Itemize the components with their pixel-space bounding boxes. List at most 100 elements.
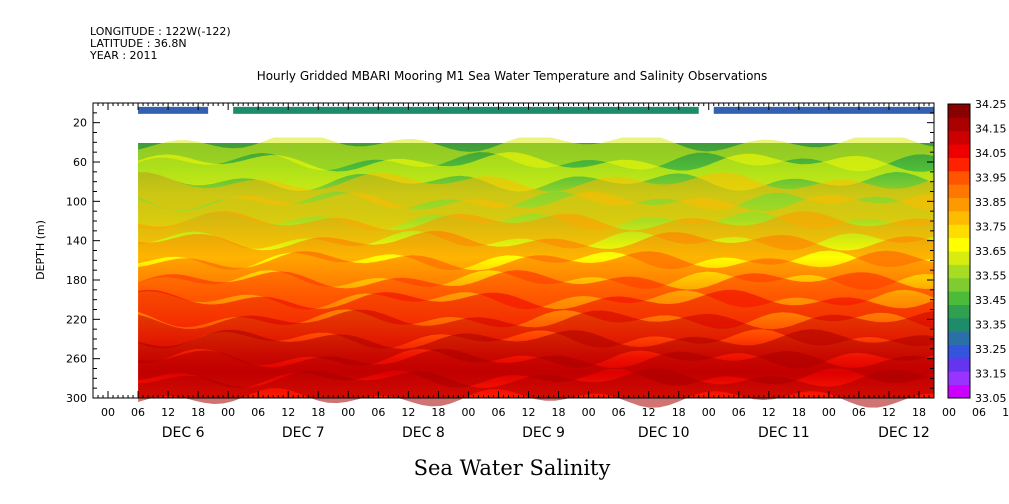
y-tick-label: 60 [73, 156, 87, 169]
x-tick-label: 18 [912, 406, 926, 419]
y-tick-label: 100 [66, 195, 87, 208]
x-tick-label: 00 [101, 406, 115, 419]
chart-title: Hourly Gridded MBARI Mooring M1 Sea Wate… [257, 69, 768, 83]
y-axis-label: DEPTH (m) [34, 220, 47, 280]
x-day-label: DEC 7 [282, 425, 325, 441]
x-tick-label: 06 [732, 406, 746, 419]
y-tick-label: 300 [66, 392, 87, 405]
x-day-label: DEC 8 [402, 425, 445, 441]
salinity-contour-band [138, 132, 935, 172]
x-tick-label: 00 [461, 406, 475, 419]
no-data-left [93, 103, 139, 398]
x-tick-label: 00 [942, 406, 956, 419]
colorbar-swatch [948, 117, 970, 132]
colorbar-label: 34.15 [975, 123, 1007, 136]
y-tick-label: 260 [66, 353, 87, 366]
x-axis: 00 06 12 18 00 06 12 18 00 06 12 18 00 06 12 18 00 06 12 18… [92, 103, 1009, 441]
colorbar-swatch [948, 251, 970, 265]
surface-band-segment [713, 106, 934, 114]
x-tick-label: 06 [131, 406, 145, 419]
x-tick-label: 12 [882, 406, 896, 419]
x-day-label: DEC 11 [758, 425, 810, 441]
colorbar-swatch [948, 317, 970, 332]
y-axis: 20 60 100 140 180 220 260 300 [66, 102, 934, 405]
x-day-label: DEC 9 [522, 425, 565, 441]
colorbar-label: 34.25 [975, 98, 1007, 111]
y-tick-label: 140 [66, 235, 87, 248]
y-tick-label: 220 [66, 313, 87, 326]
colorbar-label: 33.35 [975, 319, 1007, 332]
salinity-contour-band [138, 172, 935, 212]
colorbar-swatch [948, 304, 970, 319]
x-tick-label: 06 [371, 406, 385, 419]
x-tick-label: 12 [522, 406, 536, 419]
x-tick-label: 12 [401, 406, 415, 419]
colorbar-label: 33.65 [975, 245, 1007, 258]
x-tick-label: 12 [642, 406, 656, 419]
x-tick-label: 18 [552, 406, 566, 419]
salinity-contour-band [138, 250, 935, 290]
x-tick-label: 18 [431, 406, 445, 419]
colorbar-swatch [948, 210, 970, 225]
x-tick-label: 06 [612, 406, 626, 419]
x-tick-label: 18 [792, 406, 806, 419]
x-tick-label: 18 [672, 406, 686, 419]
x-tick-label: 12 [1002, 406, 1009, 419]
latitude-label: LATITUDE : 36.8N [90, 37, 187, 50]
variable-label: Sea Water Salinity [414, 456, 611, 480]
longitude-label: LONGITUDE : 122W(-122) [90, 25, 231, 38]
colorbar-label: 34.05 [975, 147, 1007, 160]
x-tick-label: 06 [852, 406, 866, 419]
x-tick-label: 00 [341, 406, 355, 419]
y-tick-label: 180 [66, 274, 87, 287]
colorbar-swatch [948, 357, 970, 372]
colorbar-swatch [948, 130, 970, 145]
x-tick-label: 18 [311, 406, 325, 419]
colorbar-label: 33.85 [975, 196, 1007, 209]
colorbar-swatch [948, 184, 970, 199]
colorbar: 33.05 33.15 33.25 33.35 33.45 33.55 33.65 33.75… [947, 98, 1007, 405]
x-tick-label: 06 [251, 406, 265, 419]
x-day-label: DEC 6 [162, 425, 205, 441]
x-tick-label: 00 [702, 406, 716, 419]
colorbar-label: 33.55 [975, 270, 1007, 283]
x-tick-label: 12 [161, 406, 175, 419]
colorbar-swatch [948, 277, 970, 292]
salinity-contour-band [138, 191, 935, 231]
x-tick-label: 00 [822, 406, 836, 419]
colorbar-swatch [948, 384, 970, 399]
no-data-gap [138, 114, 934, 138]
colorbar-label: 33.25 [975, 343, 1007, 356]
x-tick-label: 12 [281, 406, 295, 419]
colorbar-swatch [948, 237, 970, 252]
y-tick-label: 20 [73, 117, 87, 130]
colorbar-swatch [948, 371, 970, 386]
colorbar-swatch [948, 170, 970, 185]
salinity-contour-band [138, 309, 935, 349]
colorbar-swatch [948, 291, 970, 305]
colorbar-frame [947, 103, 971, 399]
colorbar-label: 33.05 [975, 392, 1007, 405]
colorbar-label: 33.45 [975, 294, 1007, 307]
colorbar-label: 33.75 [975, 221, 1007, 234]
salinity-contour-band [138, 289, 935, 329]
x-tick-label: 12 [762, 406, 776, 419]
x-tick-label: 06 [491, 406, 505, 419]
year-label: YEAR : 2011 [89, 49, 158, 62]
colorbar-swatch [948, 344, 970, 359]
x-day-label: DEC 10 [638, 425, 690, 441]
colorbar-swatch [948, 197, 970, 212]
x-tick-label: 00 [582, 406, 596, 419]
colorbar-swatch [948, 104, 970, 118]
x-tick-label: 06 [972, 406, 986, 419]
colorbar-swatch [948, 264, 970, 279]
surface-band-segment [138, 106, 209, 114]
x-tick-label: 18 [191, 406, 205, 419]
colorbar-swatch [948, 157, 970, 172]
surface-band-segment [233, 106, 699, 114]
colorbar-swatch [948, 144, 970, 158]
colorbar-swatch [948, 331, 970, 346]
colorbar-label: 33.95 [975, 172, 1007, 185]
salinity-field [93, 103, 935, 408]
